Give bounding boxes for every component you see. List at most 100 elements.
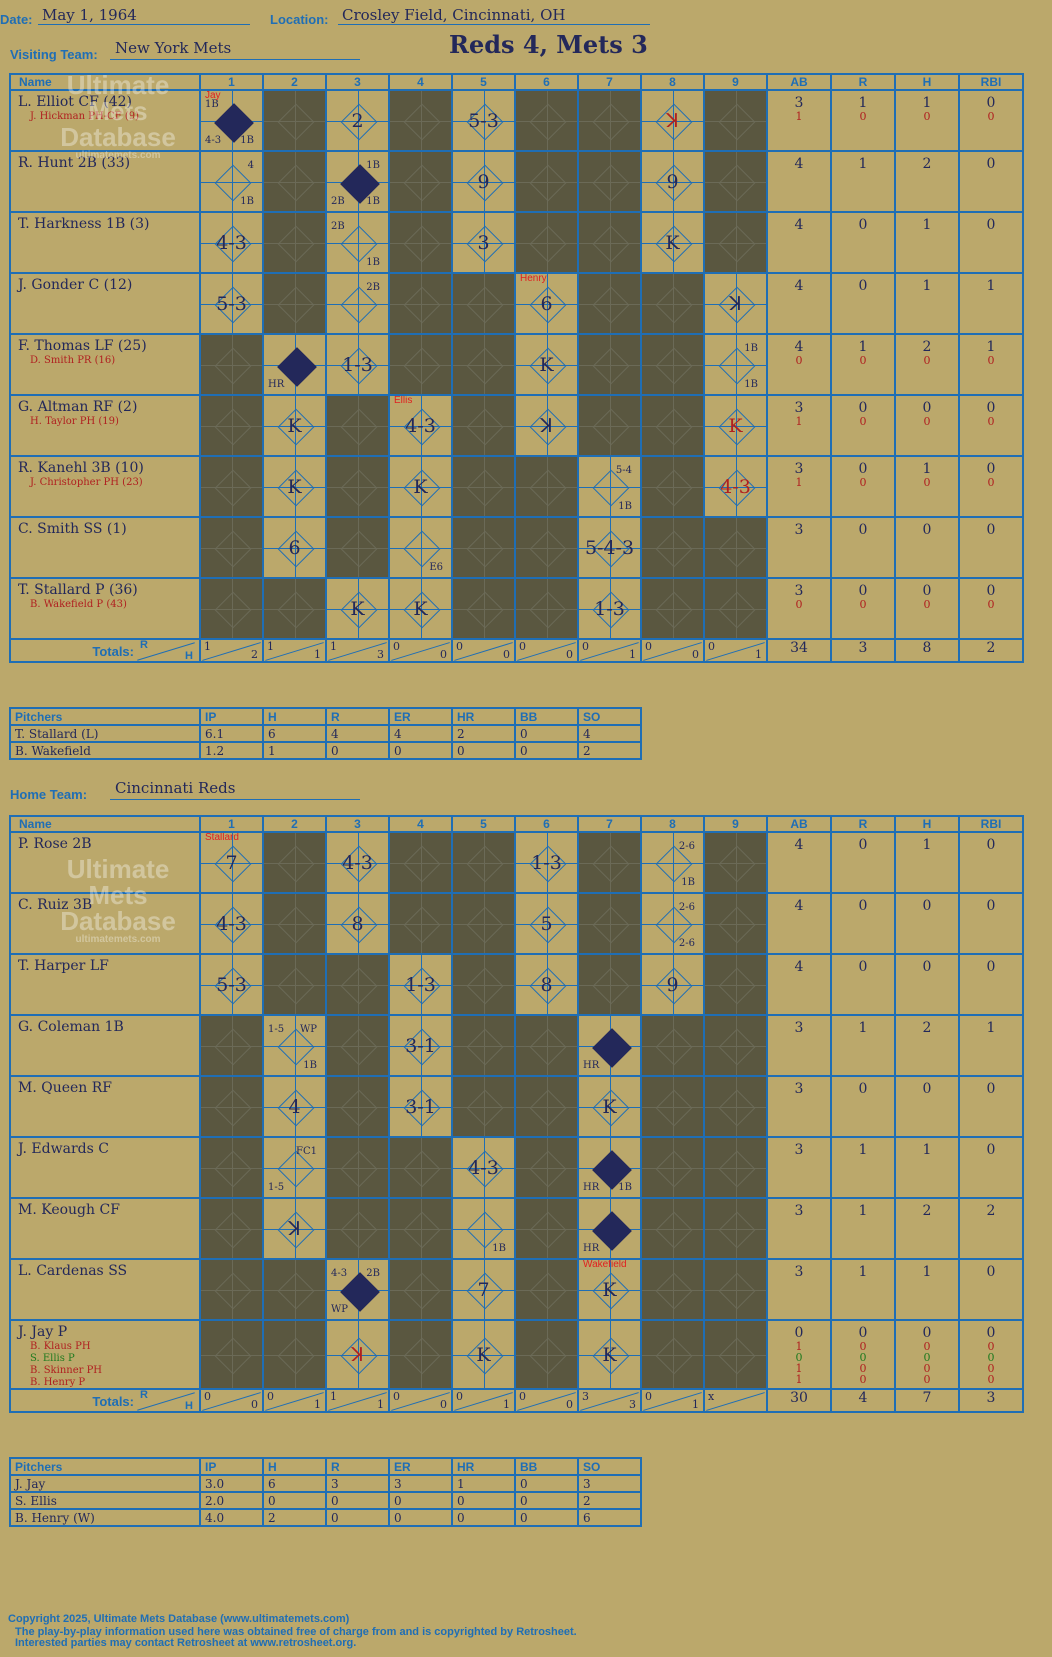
inning-hits: 1 [755,648,762,661]
pitcher-column-header: BB [514,1457,579,1476]
base-note: 1-5 [268,1024,285,1035]
stat-value: 4 [794,837,804,853]
base-diamond [655,286,692,323]
stat-total: 3 [958,1388,1024,1413]
play-result: K [413,597,428,620]
stat-total: 7 [894,1388,960,1413]
play-result: K [602,1343,617,1366]
play-result: 1-3 [405,973,436,996]
base-diamond [655,591,692,628]
inning-cell: 2-6 2-6 [640,892,705,955]
inning-cell [262,831,327,894]
pitcher-column-header: ER [388,707,453,726]
pitcher-stat: 0 [451,1508,516,1527]
stat-value: 1 [858,156,868,172]
base-diamond [214,1028,251,1065]
pitcher-stat: 0 [514,1508,579,1527]
base-note: 2-6 [678,938,695,949]
sub-stat-value: 0 [859,1340,867,1353]
batter-name-cell: J. Gonder C (12) [9,272,201,335]
inning-runs: 0 [204,1390,211,1403]
stat-value: 1 [922,95,932,111]
base-diamond [403,347,440,384]
base-note: 1B [303,1060,317,1071]
base-diamond [718,1211,755,1248]
stat-value: 0 [986,898,996,914]
play-result: K [287,475,302,498]
sub-stat-value: 0 [859,354,867,367]
stat-cell: 1 [830,1258,896,1321]
play-result: 5-3 [216,292,247,315]
base-diamond [403,1272,440,1309]
inning-runs: 0 [519,640,526,653]
pitcher-stat: 0 [388,1508,453,1527]
pitcher-name: B. Henry (W) [9,1508,201,1527]
inning-cell [262,1319,327,1390]
inning-cell: HR 1B [577,1136,642,1199]
inning-cell: 9 [640,150,705,213]
inning-cell: 2 [325,89,390,152]
batter-row: L. Elliot CF (42) J. Hickman PH-CF (9) 1B 4… [9,89,1024,152]
stat-value: 0 [986,1325,996,1341]
pitcher-column-header: IP [199,707,264,726]
pitcher-stat: 0 [325,741,390,760]
column-header-inning: 8 [640,73,705,91]
stat-cell: 1 [894,1136,960,1199]
hits-label: H [185,1400,193,1412]
base-diamond [403,286,440,323]
base-diamond [529,103,566,140]
inning-cell: 4-3 Ellis [388,394,453,457]
substitute-name: S. Ellis P [30,1353,75,1364]
stat-value: 0 [922,898,932,914]
inning-cell [703,1197,768,1260]
column-header-stat: AB [766,815,832,833]
batter-name: C. Smith SS (1) [18,521,127,537]
substitute-name: B. Klaus PH [30,1341,91,1352]
stat-cell: 1 [830,150,896,213]
inning-cell: 9 [451,150,516,213]
stat-value: 1 [858,339,868,355]
inning-cell: 3 [451,211,516,274]
base-diamond [403,1337,440,1374]
pitcher-stat: 2 [262,1508,327,1527]
inning-cell [325,516,390,579]
stat-value: 0 [986,522,996,538]
substitute-name: J. Hickman PH-CF (9) [30,111,139,122]
stat-cell: 2 [958,1197,1024,1260]
sub-stat-value: 0 [923,1373,931,1386]
stat-value: 3 [794,522,804,538]
inning-cell [577,831,642,894]
stat-value: 2 [922,1020,932,1036]
play-result: 4-3 [216,231,247,254]
stat-value: 1 [858,1142,868,1158]
stat-cell: 4 [766,892,832,955]
stat-value: 1 [922,1264,932,1280]
base-diamond [718,591,755,628]
sub-stat-value: 1 [795,1373,803,1386]
pitcher-stat: 2 [577,1491,642,1510]
batter-name-cell: T. Harkness 1B (3) [9,211,201,274]
base-diamond [655,408,692,445]
base-diamond [529,1028,566,1065]
inning-cell: 1B 1B [703,333,768,396]
stat-cell: 0 [958,1075,1024,1138]
inning-cell: 7 Stallard [199,831,264,894]
batter-name-cell: M. Queen RF [9,1075,201,1138]
base-diamond [529,1211,566,1248]
stat-cell: 3 [766,1075,832,1138]
stat-cell: 2 [894,150,960,213]
base-diamond [529,164,566,201]
batter-name-cell: L. Elliot CF (42) J. Hickman PH-CF (9) [9,89,201,152]
base-diamond [403,1150,440,1187]
inning-cell: 1B [451,1197,516,1260]
inning-cell: 3-1 [388,1014,453,1077]
inning-cell [388,1197,453,1260]
base-note: WP [331,1304,349,1315]
sub-stat-value: 0 [859,476,867,489]
